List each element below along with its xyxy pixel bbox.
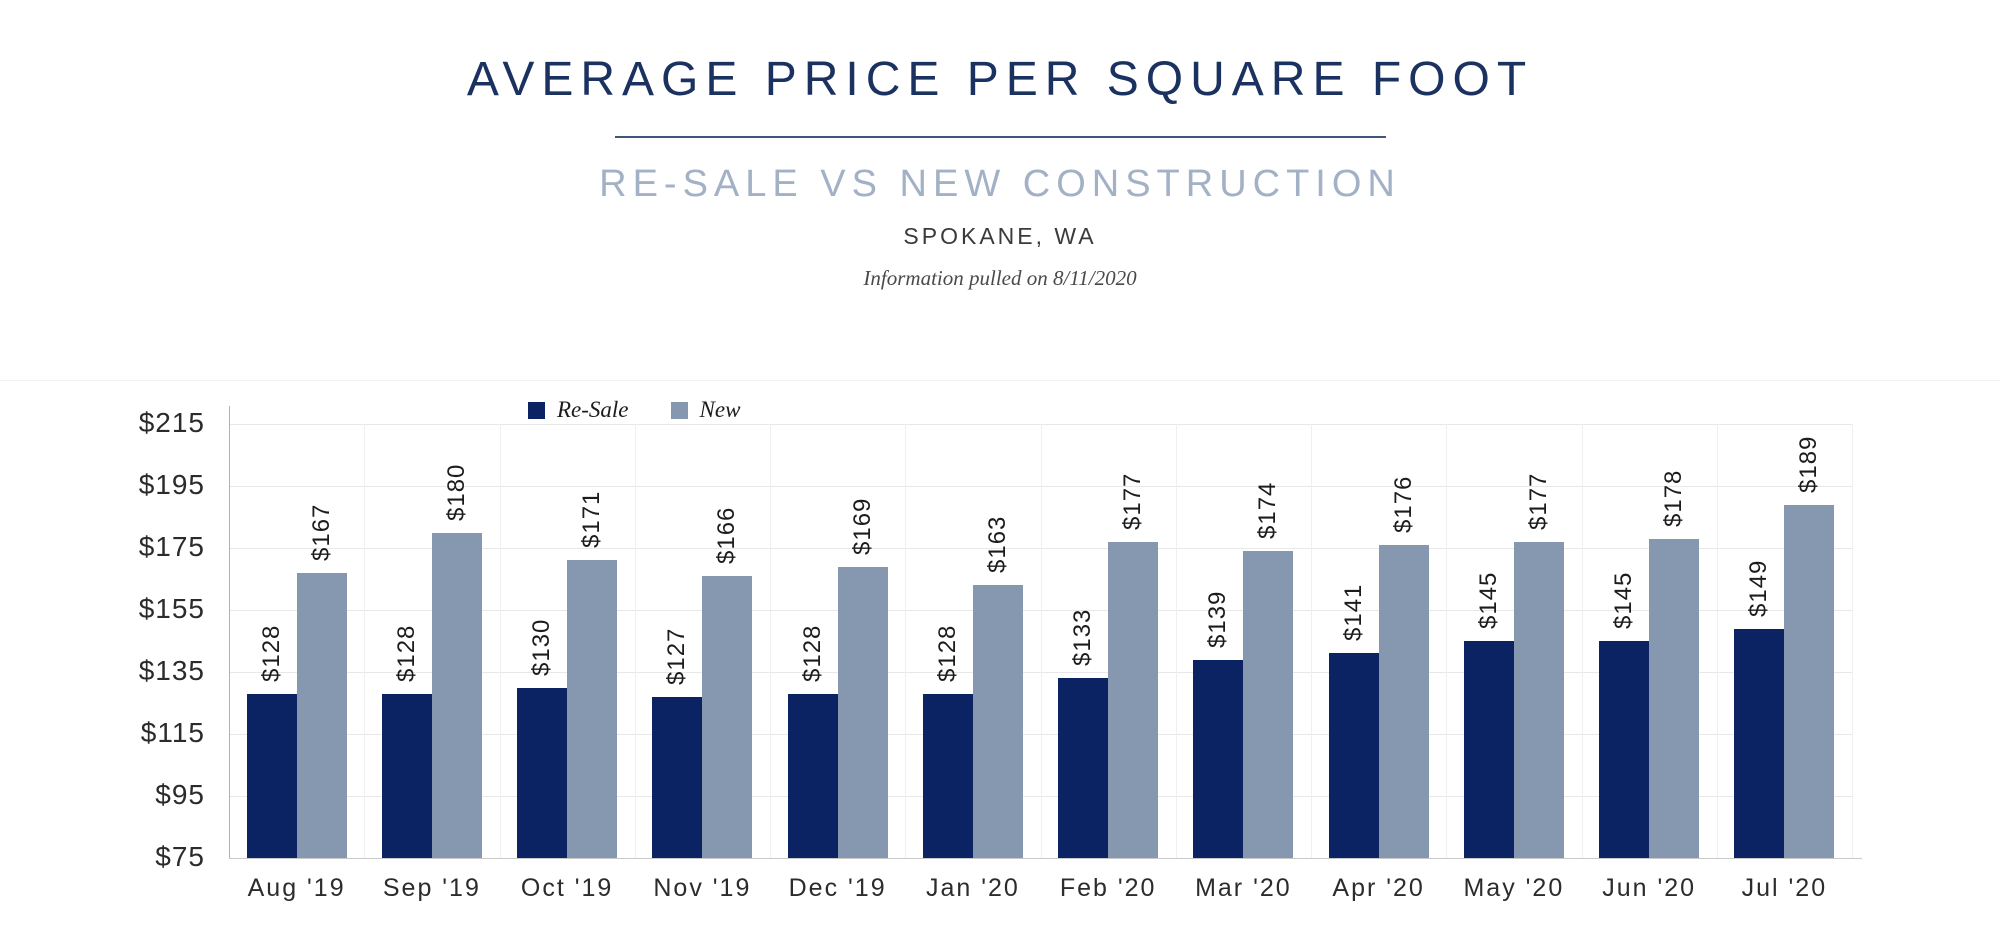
new-bar-value: $174 <box>1254 481 1282 540</box>
new-bar <box>1649 538 1700 858</box>
vertical-gridline <box>1040 424 1042 858</box>
y-tick-label: $135 <box>138 655 205 686</box>
resale-bar <box>1463 641 1514 858</box>
new-bar-value: $167 <box>307 503 335 561</box>
new-bar-value: $163 <box>983 515 1011 574</box>
new-bar-value: $177 <box>1524 472 1552 530</box>
x-tick-label: Jun '20 <box>1602 874 1697 902</box>
y-axis-line <box>229 406 230 858</box>
resale-bar-value: $133 <box>1069 608 1097 667</box>
y-tick-label: $215 <box>138 407 205 438</box>
vertical-gridline <box>634 424 636 858</box>
resale-bar <box>787 693 838 858</box>
new-bar-value: $178 <box>1660 469 1688 527</box>
resale-bar <box>381 693 432 858</box>
x-tick-label: Jul '20 <box>1741 874 1828 902</box>
new-bar <box>1243 551 1294 858</box>
resale-legend-label: Re-Sale <box>557 397 629 422</box>
new-bar <box>1513 541 1564 858</box>
resale-bar <box>1328 653 1379 858</box>
page-title: AVERAGE PRICE PER SQUARE FOOT <box>466 53 1534 106</box>
new-bar-value: $166 <box>713 506 741 564</box>
x-tick-label: Sep '19 <box>382 874 481 902</box>
legend-item-resale: Re-Sale <box>528 397 629 423</box>
vertical-gridline <box>1446 424 1448 858</box>
resale-bar <box>1058 678 1109 858</box>
resale-bar-value: $128 <box>798 624 826 682</box>
new-bar-value: $189 <box>1795 435 1823 493</box>
y-tick-label: $75 <box>155 841 205 872</box>
x-tick-label: Jan '20 <box>925 874 1020 902</box>
resale-bar-value: $128 <box>257 624 285 682</box>
bar-chart: Re-Sale New $75 $95 $115 $135 $155 $175 $195 $2… <box>0 380 2000 948</box>
resale-bar-value: $145 <box>1474 571 1502 629</box>
new-bar <box>1108 541 1159 858</box>
y-tick-label: $95 <box>155 779 205 810</box>
new-bar <box>567 560 618 858</box>
vertical-gridline <box>1716 424 1718 858</box>
resale-bar-value: $127 <box>663 627 691 685</box>
resale-bar <box>517 687 568 858</box>
vertical-gridline <box>1852 424 1853 858</box>
x-tick-label: Mar '20 <box>1195 874 1292 902</box>
resale-bar <box>652 696 703 858</box>
resale-bar <box>1734 628 1785 858</box>
resale-bar <box>246 693 297 858</box>
info-note: Information pulled on 8/11/2020 <box>863 265 1137 290</box>
x-tick-label: Nov '19 <box>653 874 752 902</box>
x-tick-label: Aug '19 <box>247 874 346 902</box>
vertical-gridline <box>905 424 907 858</box>
x-tick-label: Oct '19 <box>520 874 614 902</box>
resale-bar-value: $128 <box>392 624 420 682</box>
y-tick-label: $155 <box>138 593 205 624</box>
new-bar <box>1784 504 1835 858</box>
x-tick-label: Feb '20 <box>1059 874 1157 902</box>
y-tick-label: $115 <box>140 717 205 748</box>
resale-bar <box>1193 659 1244 858</box>
new-bar <box>702 575 753 858</box>
vertical-gridline <box>1175 424 1177 858</box>
new-bar-value: $171 <box>578 491 606 549</box>
new-legend-label: New <box>699 397 741 422</box>
y-tick-label: $195 <box>138 469 205 500</box>
new-bar <box>431 532 482 858</box>
resale-bar-value: $128 <box>933 624 961 682</box>
new-bar <box>972 585 1023 858</box>
vertical-gridline <box>364 424 366 858</box>
resale-bar <box>1599 641 1650 858</box>
x-tick-label: Apr '20 <box>1332 874 1425 902</box>
resale-legend-swatch <box>528 401 545 419</box>
new-bar-value: $177 <box>1119 472 1147 530</box>
x-axis-line <box>229 858 1862 859</box>
x-tick-label: May '20 <box>1463 874 1565 902</box>
vertical-gridline <box>1581 424 1583 858</box>
resale-bar-value: $149 <box>1745 559 1773 617</box>
new-bar <box>296 572 347 858</box>
resale-bar-value: $145 <box>1610 571 1638 629</box>
resale-bar-value: $130 <box>528 618 556 676</box>
y-tick-label: $175 <box>138 531 205 562</box>
vertical-gridline <box>499 424 501 858</box>
location-label: SPOKANE, WA <box>903 222 1097 249</box>
legend-item-new: New <box>670 397 741 423</box>
resale-bar-value: $139 <box>1204 590 1232 648</box>
vertical-gridline <box>770 424 771 858</box>
new-bar <box>1378 544 1429 858</box>
new-bar-value: $169 <box>848 497 876 555</box>
new-bar-value: $176 <box>1389 475 1417 533</box>
chart-header: AVERAGE PRICE PER SQUARE FOOT RE-SALE VS… <box>0 0 2000 291</box>
title-divider <box>614 136 1386 139</box>
chart-subtitle: RE-SALE VS NEW CONSTRUCTION <box>599 163 1401 206</box>
chart-legend: Re-Sale New <box>528 397 740 423</box>
new-bar <box>837 566 888 858</box>
resale-bar <box>922 693 973 858</box>
resale-bar-value: $141 <box>1339 584 1367 642</box>
x-tick-label: Dec '19 <box>788 874 887 902</box>
new-bar-value: $180 <box>442 463 470 521</box>
vertical-gridline <box>1311 424 1312 858</box>
plot-area: $75 $95 $115 $135 $155 $175 $195 $215 $128 $167 Au… <box>0 381 2000 948</box>
new-legend-swatch <box>670 401 688 419</box>
